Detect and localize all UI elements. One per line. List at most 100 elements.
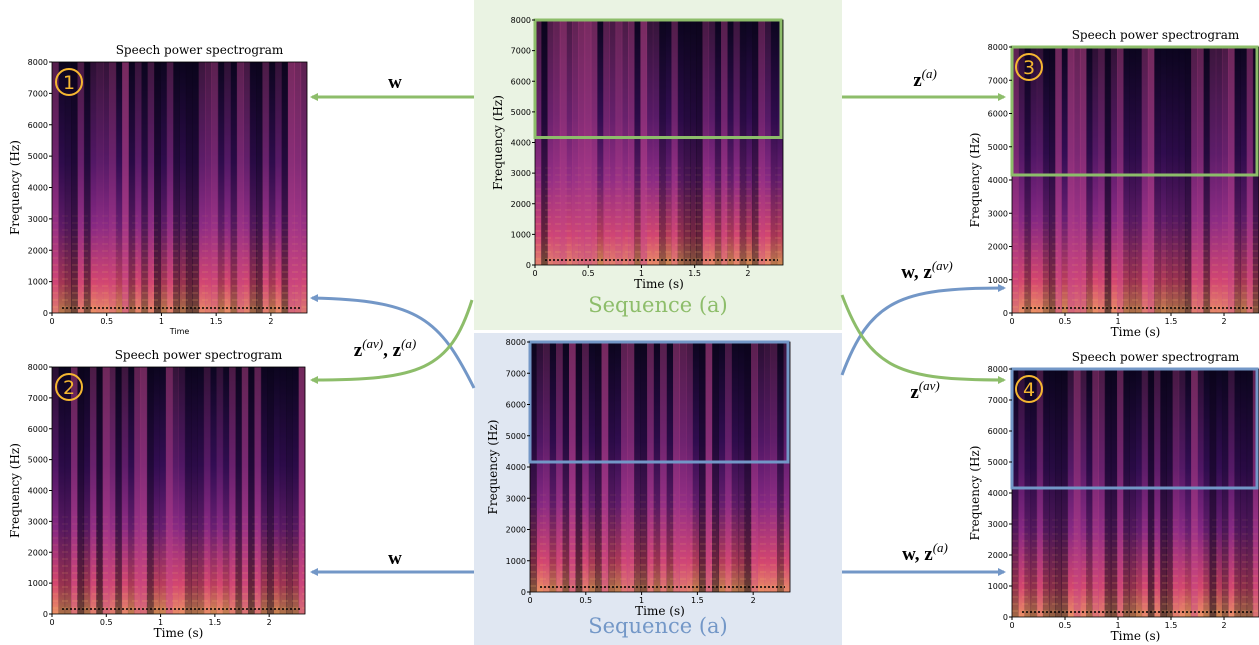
texture <box>90 367 97 614</box>
texture <box>153 367 160 614</box>
x-tick-label: 1.5 <box>1165 317 1178 326</box>
texture <box>286 367 293 614</box>
texture <box>294 62 301 313</box>
texture <box>1197 47 1204 313</box>
texture <box>96 367 103 614</box>
y-tick-label: 3000 <box>988 520 1008 529</box>
texture <box>1043 47 1050 313</box>
texture <box>556 342 563 592</box>
texture <box>141 367 148 614</box>
texture <box>1247 369 1254 617</box>
texture <box>58 62 65 313</box>
texture <box>1111 47 1118 313</box>
y-tick-label: 8000 <box>511 16 531 25</box>
texture <box>282 62 289 313</box>
y-tick-label: 6000 <box>28 121 48 130</box>
badge-number: 2 <box>63 377 75 399</box>
texture <box>1105 369 1112 617</box>
y-tick-label: 1000 <box>988 582 1008 591</box>
texture <box>269 62 276 313</box>
texture <box>275 62 282 313</box>
texture <box>1123 47 1130 313</box>
texture <box>103 367 110 614</box>
x-tick-label: 0.5 <box>1059 621 1072 630</box>
spectrogram-panel: 01000200030004000500060007000800000.511.… <box>8 43 308 336</box>
y-tick-label: 7000 <box>988 76 1008 85</box>
texture <box>671 20 678 265</box>
texture <box>223 367 230 614</box>
arrow <box>842 295 1004 380</box>
x-tick-label: 2 <box>1221 621 1226 630</box>
texture <box>1080 369 1087 617</box>
texture <box>199 62 206 313</box>
badge-number: 4 <box>1023 379 1035 401</box>
texture <box>569 342 576 592</box>
texture <box>250 62 257 313</box>
texture <box>243 62 250 313</box>
texture <box>1129 47 1136 313</box>
texture <box>71 367 78 614</box>
y-tick-label: 3000 <box>988 209 1008 218</box>
x-tick-label: 1.5 <box>691 596 704 605</box>
x-tick-label: 2 <box>268 317 273 326</box>
texture <box>197 367 204 614</box>
texture <box>727 20 734 265</box>
texture <box>273 367 280 614</box>
texture <box>1228 47 1235 313</box>
y-tick-label: 7000 <box>28 89 48 98</box>
y-tick-label: 4000 <box>988 489 1008 498</box>
texture <box>547 20 554 265</box>
texture <box>1117 47 1124 313</box>
x-tick-label: 0 <box>1009 317 1014 326</box>
texture <box>640 20 647 265</box>
y-tick-label: 0 <box>43 610 48 619</box>
y-tick-label: 4000 <box>28 487 48 496</box>
texture <box>78 62 85 313</box>
texture <box>616 20 623 265</box>
y-axis-label: Frequency (Hz) <box>491 95 505 190</box>
y-tick-label: 6000 <box>988 427 1008 436</box>
texture <box>702 20 709 265</box>
texture <box>1018 369 1025 617</box>
texture <box>84 367 91 614</box>
panel-title: Speech power spectrogram <box>1072 28 1240 42</box>
texture <box>1105 47 1112 313</box>
texture <box>712 342 719 592</box>
texture <box>634 342 641 592</box>
y-tick-label: 0 <box>43 309 48 318</box>
superscript: (av) <box>362 336 383 351</box>
texture <box>706 342 713 592</box>
x-tick-label: 0.5 <box>1059 317 1072 326</box>
texture <box>179 367 186 614</box>
y-tick-label: 4000 <box>511 139 531 148</box>
y-axis-label: Frequency (Hz) <box>8 443 22 538</box>
y-tick-label: 4000 <box>988 176 1008 185</box>
texture <box>1173 369 1180 617</box>
texture <box>267 367 274 614</box>
texture <box>1117 369 1124 617</box>
y-tick-label: 2000 <box>28 246 48 255</box>
y-tick-label: 2000 <box>988 551 1008 560</box>
texture <box>621 342 628 592</box>
y-tick-label: 7000 <box>511 47 531 56</box>
superscript: (a) <box>933 540 948 555</box>
texture <box>1129 369 1136 617</box>
spectrogram-panel: 01000200030004000500060007000800000.511.… <box>8 348 306 640</box>
texture <box>764 342 771 592</box>
texture <box>1154 47 1161 313</box>
texture <box>135 62 142 313</box>
texture <box>97 62 104 313</box>
x-axis-label: Time (s) <box>634 277 684 291</box>
math-text: , z <box>383 340 402 361</box>
texture <box>65 62 72 313</box>
texture <box>1055 47 1062 313</box>
texture <box>693 342 700 592</box>
texture <box>1031 369 1038 617</box>
math-text: w <box>388 548 402 569</box>
texture <box>147 367 154 614</box>
texture <box>224 62 231 313</box>
texture <box>667 342 674 592</box>
texture <box>745 342 752 592</box>
texture <box>229 367 236 614</box>
texture <box>1210 369 1217 617</box>
